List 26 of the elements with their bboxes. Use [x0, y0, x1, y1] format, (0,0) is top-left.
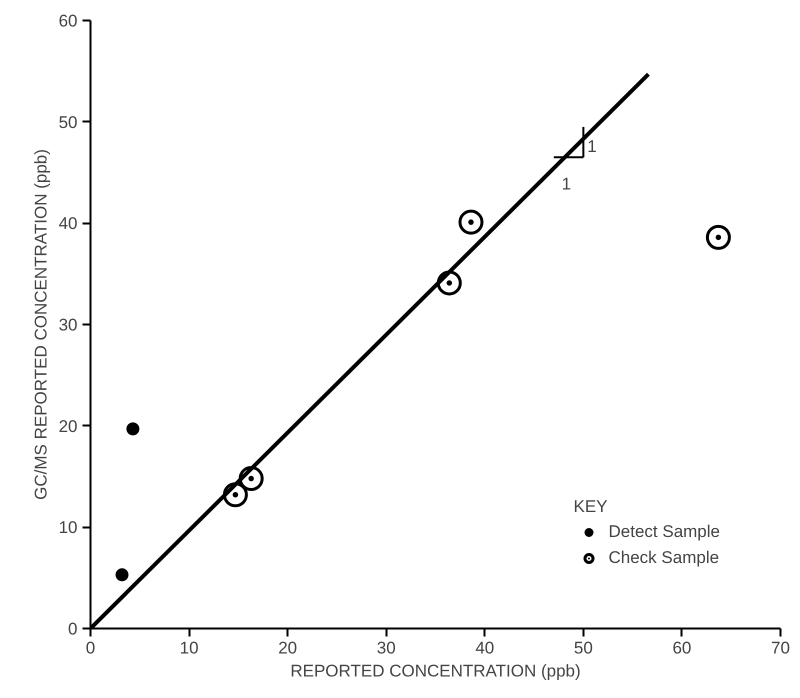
x-tick-label: 70 — [771, 638, 790, 658]
y-tick-label: 50 — [58, 112, 78, 132]
y-tick-label: 30 — [58, 316, 78, 334]
y-tick-label: 60 — [58, 12, 78, 30]
legend-label: Detect Sample — [608, 522, 720, 542]
y-tick-label: 10 — [58, 518, 78, 538]
y-axis-title: GC/MS REPORTED CONCENTRATION (ppb) — [32, 149, 51, 500]
annotation: 1 — [587, 137, 597, 156]
x-tick-label: 40 — [475, 638, 494, 658]
x-tick-label: 10 — [180, 638, 199, 658]
legend-label: Check Sample — [608, 548, 720, 568]
y-tick-label: 40 — [58, 214, 78, 234]
x-tick-label: 0 — [86, 638, 96, 658]
y-tick-label: 20 — [58, 416, 78, 436]
x-axis-title: REPORTED CONCENTRATION (ppb) — [290, 662, 581, 680]
y-tick-label: 0 — [68, 620, 78, 638]
x-tick-label: 60 — [672, 638, 692, 658]
x-tick-label: 50 — [574, 638, 593, 658]
x-tick-label: 30 — [376, 638, 396, 658]
annotation: 1 — [562, 174, 572, 194]
point — [126, 422, 140, 436]
point — [706, 224, 731, 250]
point — [458, 210, 484, 235]
point — [116, 568, 129, 582]
x-tick-label: 20 — [278, 638, 298, 658]
legend-title: KEY — [574, 497, 609, 517]
